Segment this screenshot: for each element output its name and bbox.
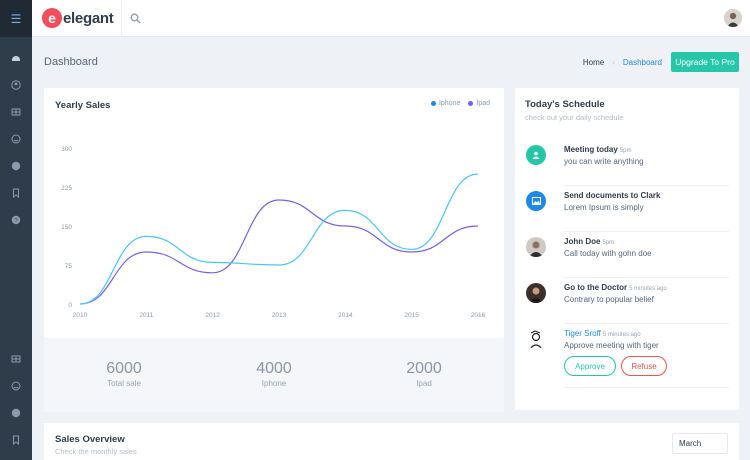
sidebar-nav-bottom	[0, 352, 32, 460]
x-tick-label: 2016	[471, 312, 486, 319]
schedule-item[interactable]: John Doe 5pm Call today with gohn doe	[525, 232, 729, 278]
stat-iphone: 4000 Iphone	[214, 360, 334, 388]
schedule-item-desc: Contrary to popular belief	[564, 295, 654, 304]
yearly-sales-chart: 0 75 150 225 300 2010 2011 2012 2013 2014 2015 2016	[61, 146, 486, 319]
divider	[564, 277, 729, 278]
image-icon	[526, 191, 546, 211]
sidebar-toggle[interactable]: ☰	[0, 0, 32, 37]
schedule-item-desc: Approve meeting with tiger	[564, 341, 659, 350]
sales-overview-card: Sales Overview Check the monthly sales M…	[44, 423, 739, 460]
user-avatar[interactable]	[724, 9, 742, 27]
legend-label: Ipad	[476, 100, 490, 107]
globe-icon[interactable]	[9, 159, 23, 173]
breadcrumb-separator: ›	[612, 58, 615, 67]
approve-button[interactable]: Approve	[564, 356, 616, 376]
schedule-item-title: Go to the Doctor 5 minutes ago	[564, 283, 667, 292]
x-tick-label: 2013	[272, 312, 287, 319]
schedule-actions: Approve Refuse	[564, 356, 667, 376]
card-title: Today's Schedule	[525, 99, 605, 110]
page-title: Dashboard	[44, 56, 98, 68]
legend-item-ipad: Ipad	[468, 100, 490, 107]
globe-icon[interactable]	[9, 406, 23, 420]
series-line-ipad	[79, 199, 479, 305]
sidebar: ☰ ?	[0, 0, 32, 460]
logo[interactable]: e elegant	[32, 0, 122, 37]
x-tick-label: 2015	[404, 312, 419, 319]
smile-icon[interactable]	[9, 379, 23, 393]
schedule-item-desc: Call today with gohn doe	[564, 249, 652, 258]
stat-ipad: 2000 Ipad	[364, 360, 484, 388]
schedule-item[interactable]: Send documents to Clark Lorem Ipsum is s…	[525, 186, 729, 232]
divider	[564, 387, 729, 388]
card-subtitle: Check the monthly sales	[55, 447, 137, 456]
schedule-item-title: Meeting today 5pm	[564, 145, 632, 154]
schedule-item-title: John Doe 5pm	[564, 237, 615, 246]
menu-icon[interactable]: ☰	[10, 11, 22, 26]
smile-icon[interactable]	[9, 132, 23, 146]
schedule-item[interactable]: Go to the Doctor 5 minutes ago Contrary t…	[525, 278, 729, 324]
y-tick-label: 300	[61, 146, 72, 153]
stat-label: Iphone	[261, 379, 287, 388]
y-tick-label: 0	[68, 302, 72, 309]
x-tick-label: 2010	[73, 312, 88, 319]
bookmark-icon[interactable]	[9, 433, 23, 447]
schedule-item-title: Tiger Sroff 5 minutes ago	[564, 329, 641, 338]
chart-legend: Iphone Ipad	[430, 100, 490, 107]
topbar: e elegant	[32, 0, 750, 37]
logo-mark: e	[42, 8, 62, 28]
breadcrumb-current: Dashboard	[622, 58, 662, 67]
divider	[564, 323, 729, 324]
card-subtitle: check out your daily schedule	[525, 113, 624, 122]
logo-text: elegant	[63, 9, 114, 27]
y-tick-label: 150	[61, 224, 72, 231]
avatar	[526, 283, 546, 303]
breadcrumb-home[interactable]: Home	[582, 58, 605, 67]
bookmark-icon[interactable]	[9, 186, 23, 200]
card-title: Sales Overview	[55, 434, 125, 445]
schedule-item-desc: Lorem Ipsum is simply	[564, 203, 644, 212]
legend-item-iphone: Iphone	[430, 100, 461, 107]
schedule-item-desc: you can write anything	[564, 157, 644, 166]
stat-label: Ipad	[416, 379, 432, 388]
help-icon[interactable]: ?	[9, 213, 23, 227]
yearly-sales-card: Yearly Sales Iphone Ipad 0 75 150 225 300 201…	[44, 88, 504, 412]
month-select[interactable]: March	[672, 433, 728, 454]
user-icon	[526, 145, 546, 165]
card-title: Yearly Sales	[55, 100, 111, 111]
stat-value: 6000	[106, 360, 142, 377]
y-tick-label: 225	[61, 185, 72, 192]
schedule-card: Today's Schedule check out your daily sc…	[515, 88, 739, 410]
table-icon[interactable]	[9, 105, 23, 119]
divider	[564, 231, 729, 232]
schedule-item[interactable]: Meeting today 5pm you can write anything	[525, 140, 729, 186]
stat-value: 4000	[256, 360, 292, 377]
x-tick-label: 2012	[205, 312, 220, 319]
schedule-item-title: Send documents to Clark	[564, 191, 661, 200]
x-tick-label: 2011	[139, 312, 153, 319]
stat-value: 2000	[406, 360, 442, 377]
svg-text:?: ?	[14, 218, 18, 224]
legend-dot	[430, 101, 436, 106]
divider	[564, 185, 729, 186]
x-tick-label: 2014	[338, 312, 353, 319]
breadcrumb: Home › Dashboard	[583, 58, 662, 67]
schedule-item[interactable]: Tiger Sroff 5 minutes ago Approve meeting…	[525, 324, 729, 388]
stat-total: 6000 Total sale	[64, 360, 184, 388]
refuse-button[interactable]: Refuse	[621, 356, 667, 376]
profile-icon[interactable]	[9, 78, 23, 92]
y-tick-label: 75	[65, 263, 73, 270]
sales-stats: 6000 Total sale 4000 Iphone 2000 Ipad	[44, 338, 504, 412]
series-line-iphone	[79, 173, 479, 305]
table-icon[interactable]	[9, 352, 23, 366]
avatar	[526, 329, 546, 349]
avatar	[526, 237, 546, 257]
upgrade-button[interactable]: Upgrade To Pro	[671, 52, 739, 72]
dashboard-icon[interactable]	[9, 51, 23, 65]
sidebar-nav: ?	[0, 37, 32, 240]
legend-dot	[468, 101, 474, 106]
legend-label: Iphone	[438, 100, 461, 107]
stat-label: Total sale	[107, 379, 141, 388]
search-icon[interactable]	[130, 13, 141, 24]
